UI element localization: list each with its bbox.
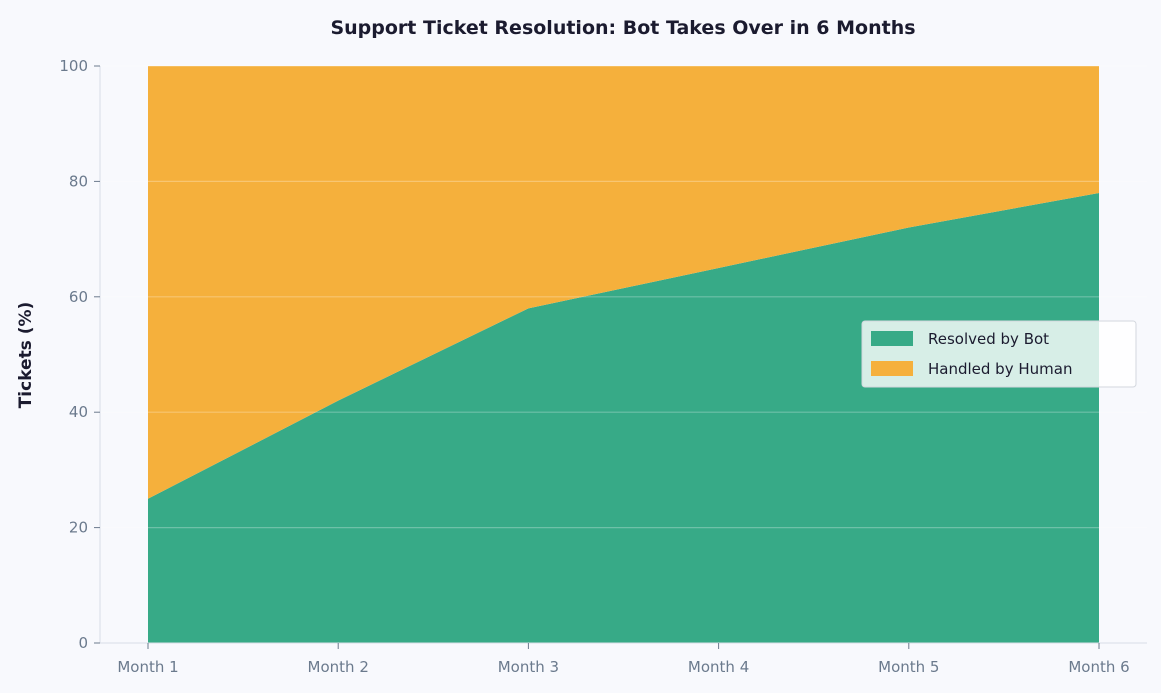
x-tick-label: Month 1 — [117, 658, 178, 676]
area-layer — [148, 66, 1099, 643]
area-series-resolved-by-bot — [148, 192, 1099, 643]
chart-title: Support Ticket Resolution: Bot Takes Ove… — [330, 17, 915, 39]
x-tick-label: Month 2 — [308, 658, 369, 676]
legend-box — [861, 320, 1137, 388]
legend: Resolved by Bot Handled by Human — [861, 320, 1137, 388]
x-tick-label: Month 5 — [878, 658, 939, 676]
x-tick-label: Month 6 — [1068, 658, 1129, 676]
x-tick-label: Month 4 — [688, 658, 749, 676]
legend-label: Resolved by Bot — [928, 330, 1049, 348]
y-axis-label: Tickets (%) — [16, 302, 36, 409]
y-tick-label: 40 — [69, 403, 88, 421]
legend-swatch — [871, 361, 913, 376]
axes: 0 20 40 60 80 100 Month 1 Month 2 Month 3 Month 4… — [59, 57, 1147, 676]
x-tick-label: Month 3 — [498, 658, 559, 676]
y-tick-label: 80 — [69, 172, 88, 190]
y-tick-label: 100 — [59, 57, 88, 75]
y-tick-label: 60 — [69, 288, 88, 306]
legend-label: Handled by Human — [928, 360, 1072, 378]
area-series-handled-by-human — [148, 66, 1099, 499]
y-tick-label: 20 — [69, 519, 88, 537]
y-tick-label: 0 — [78, 634, 88, 652]
legend-swatch — [871, 331, 913, 346]
